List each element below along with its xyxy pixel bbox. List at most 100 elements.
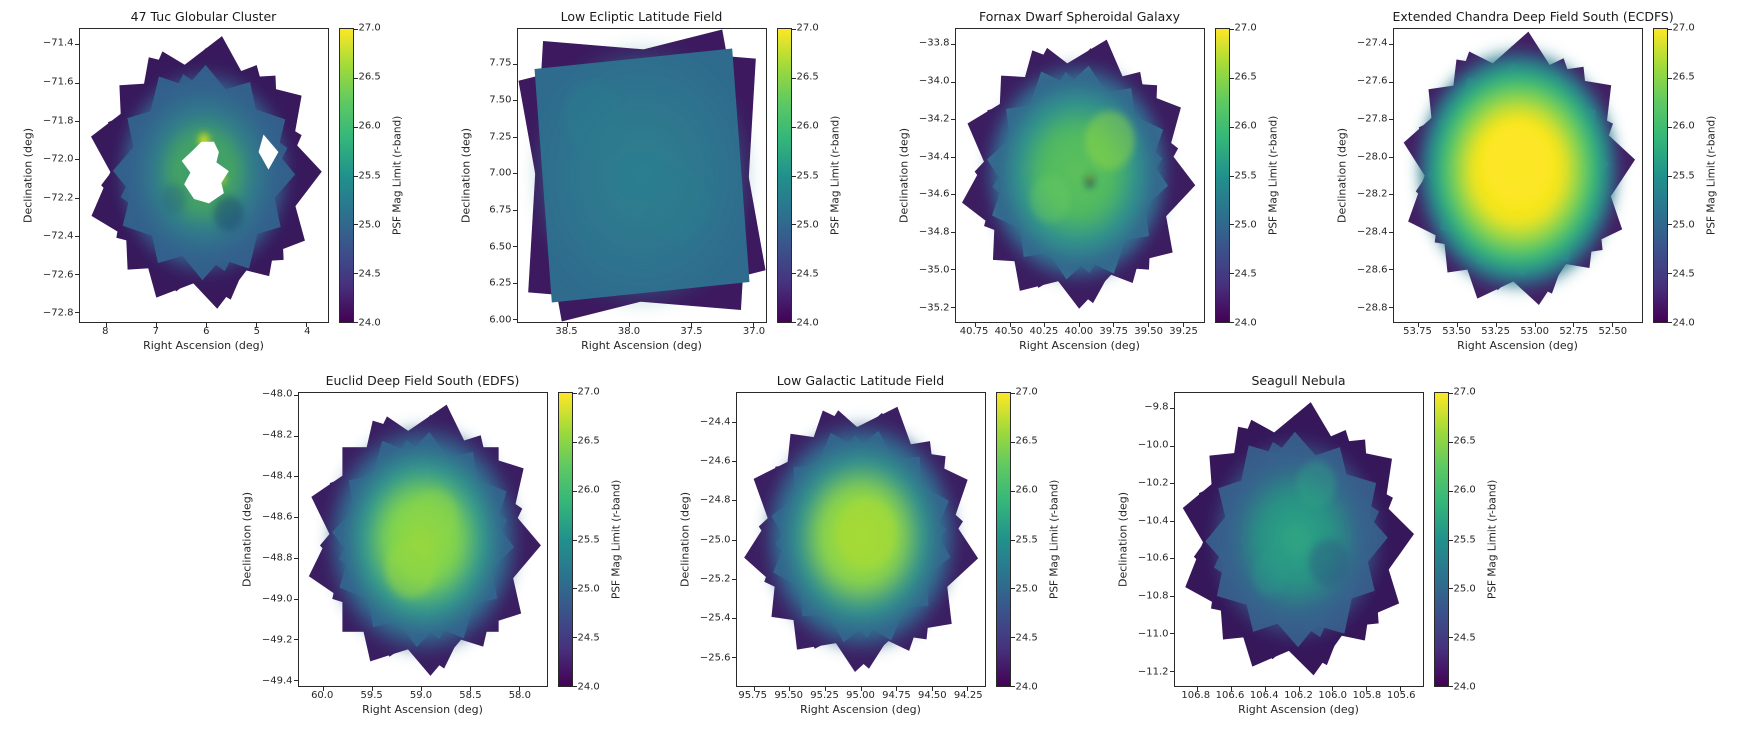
y-tick-label: −48.6 — [261, 511, 293, 523]
y-axis-tick-labels: −33.8 −34.0 −34.2 −34.4 −34.6 −34.8 −35.0 −35.2 — [911, 28, 955, 323]
x-tick-label: 95.50 — [774, 690, 803, 701]
colorbar-label: PSF Mag Limit (r-band) — [1486, 479, 1498, 600]
colorbar-tick-label: 24.5 — [1672, 268, 1695, 280]
y-tick-mark — [731, 578, 736, 580]
plot-title: Seagull Nebula — [1251, 373, 1346, 388]
colorbar-tick-mark — [1229, 224, 1234, 226]
colorbar-tick-labels: 27.0 26.5 26.0 25.5 25.0 24.5 24.0 — [1668, 23, 1704, 329]
colorbar-tick-mark — [1667, 77, 1672, 79]
colorbar-tick-mark — [353, 224, 358, 226]
x-axis-tick-labels: 8 7 6 5 4 — [79, 323, 329, 339]
x-tick-mark — [1148, 323, 1150, 327]
colorbar-tick-mark — [1229, 77, 1234, 79]
y-tick-mark — [512, 246, 517, 248]
colorbar-tick-label: 25.5 — [358, 170, 381, 181]
colorbar-tick-mark — [353, 273, 358, 275]
y-tick-label: −35.2 — [918, 302, 950, 314]
colorbar-tick-mark — [353, 77, 358, 79]
x-tick-label: 94.25 — [953, 690, 983, 701]
x-tick-mark — [1230, 687, 1232, 691]
y-tick-label: −34.8 — [918, 226, 950, 238]
y-tick-label: 7.75 — [489, 57, 512, 69]
colorbar — [1214, 28, 1234, 323]
x-axis-label: Right Ascension (deg) — [1457, 339, 1578, 352]
colorbar-label: PSF Mag Limit (r-band) — [391, 115, 403, 236]
colorbar-tick-label: 27.0 — [358, 22, 381, 34]
colorbar-tick-label: 26.0 — [577, 484, 600, 496]
x-tick-mark — [256, 323, 258, 327]
y-tick-label: 6.25 — [489, 277, 512, 289]
y-tick-label: −48.0 — [261, 388, 293, 400]
colorbar-tick-label: 24.5 — [577, 632, 600, 644]
colorbar-tick-mark — [1010, 490, 1015, 492]
y-tick-label: −25.0 — [699, 534, 731, 545]
y-tick-label: −10.8 — [1137, 590, 1169, 602]
x-tick-mark — [1182, 323, 1184, 327]
y-tick-label: −28.2 — [1356, 188, 1388, 200]
colorbar-tick-mark — [1667, 273, 1672, 275]
colorbar-tick-label: 26.5 — [577, 435, 600, 447]
colorbar-tick-labels: 27.0 26.5 26.0 25.5 25.0 24.5 24.0 — [573, 387, 609, 693]
y-axis-tick-labels: −9.8 −10.0 −10.2 −10.4 −10.6 −10.8 −11.0 −11.2 — [1130, 392, 1174, 687]
y-tick-mark — [74, 235, 79, 237]
y-axis-tick-labels: −27.4 −27.6 −27.8 −28.0 −28.2 −28.4 −28.6 −28.8 — [1349, 28, 1393, 323]
x-tick-label: 6 — [203, 326, 210, 337]
x-tick-label: 5 — [253, 326, 260, 337]
x-tick-mark — [974, 323, 976, 327]
y-axis-tick-labels: −24.4 −24.6 −24.8 −25.0 −25.2 −25.4 −25.6 — [692, 392, 736, 687]
y-tick-mark — [731, 461, 736, 463]
colorbar-tick-label: 25.0 — [1234, 219, 1257, 231]
x-tick-label: 106.6 — [1215, 690, 1245, 701]
y-tick-label: −28.0 — [1356, 151, 1388, 163]
y-tick-mark — [74, 82, 79, 84]
y-tick-mark — [74, 44, 79, 46]
y-tick-mark — [74, 159, 79, 161]
y-tick-mark — [74, 120, 79, 122]
colorbar-tick-mark — [791, 175, 796, 177]
subplot-low-ecliptic: Low Ecliptic Latitude Field Declination (… — [459, 8, 843, 356]
x-axis-tick-labels: 38.5 38.0 37.5 37.0 — [517, 323, 767, 339]
colorbar-tick-label: 25.0 — [796, 219, 819, 231]
y-tick-mark — [950, 156, 955, 158]
colorbar-tick-label: 26.0 — [796, 120, 819, 132]
x-tick-label: 58.0 — [508, 690, 531, 701]
colorbar-tick-label: 26.5 — [1234, 71, 1257, 83]
x-tick-mark — [824, 687, 826, 691]
field-depth-map — [308, 404, 541, 676]
x-tick-mark — [421, 687, 423, 691]
x-axis-tick-labels: 53.75 53.50 53.25 53.00 52.75 52.50 — [1393, 323, 1643, 339]
colorbar-tick-label: 27.0 — [1015, 386, 1038, 398]
x-tick-label: 94.75 — [882, 690, 911, 701]
x-tick-label: 8 — [102, 326, 109, 337]
x-tick-mark — [1009, 323, 1011, 327]
y-tick-label: −71.6 — [42, 76, 74, 88]
x-tick-mark — [691, 323, 693, 327]
y-tick-label: −10.6 — [1137, 552, 1169, 564]
y-axis-tick-labels: 7.75 7.50 7.25 7.00 6.75 6.50 6.25 6.00 — [473, 28, 517, 326]
x-tick-label: 60.0 — [311, 690, 334, 701]
y-tick-label: 7.25 — [489, 131, 512, 143]
y-axis-tick-labels: −48.0 −48.2 −48.4 −48.6 −48.8 −49.0 −49.2 −49.4 — [254, 388, 298, 687]
y-tick-mark — [950, 194, 955, 196]
y-axis-label: Declination (deg) — [1335, 128, 1348, 223]
x-tick-label: 106.0 — [1318, 690, 1348, 701]
colorbar-label: PSF Mag Limit (r-band) — [610, 479, 622, 600]
y-tick-label: −28.4 — [1356, 226, 1388, 238]
x-tick-label: 58.5 — [459, 690, 482, 701]
y-tick-label: −72.8 — [42, 307, 74, 319]
y-tick-mark — [1388, 156, 1393, 158]
x-tick-mark — [372, 687, 374, 691]
plot-title: Low Galactic Latitude Field — [776, 373, 945, 388]
colorbar-tick-mark — [1667, 322, 1672, 323]
x-tick-label: 53.25 — [1481, 326, 1510, 337]
y-tick-label: −71.4 — [42, 37, 74, 49]
colorbar-tick-mark — [572, 441, 577, 443]
colorbar-tick-labels: 27.0 26.5 26.0 25.5 25.0 24.5 24.0 — [1011, 387, 1047, 693]
colorbar-tick-label: 26.0 — [1453, 484, 1476, 496]
plot-area — [512, 28, 767, 327]
colorbar-tick-labels: 27.0 26.5 26.0 25.5 25.0 24.5 24.0 — [354, 23, 390, 329]
y-axis-label: Declination (deg) — [459, 128, 472, 223]
colorbar-tick-mark — [353, 322, 358, 323]
y-tick-label: 6.50 — [489, 241, 512, 253]
colorbar-tick-label: 24.5 — [358, 268, 381, 280]
